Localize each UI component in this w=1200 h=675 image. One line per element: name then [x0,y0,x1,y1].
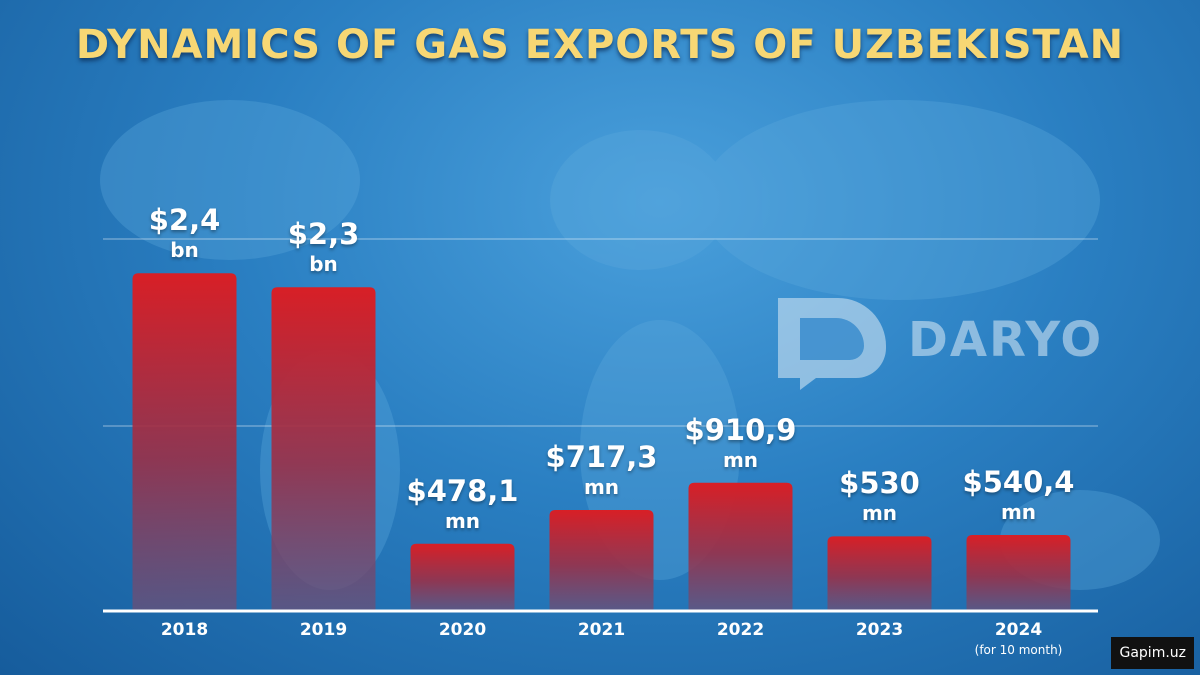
value-label: $540,4 mn [962,464,1075,524]
watermark: Gapim.uz [1111,637,1194,669]
x-tick-label: 2021 [577,620,626,640]
bar [410,543,515,611]
chart-title: DYNAMICS OF GAS EXPORTS OF UZBEKISTAN [75,22,1125,68]
value-label: $530 mn [839,466,920,526]
brand: DARYO [908,312,1104,368]
value-label: $478,1 mn [406,473,519,533]
value-label: $2,3 bn [287,217,360,277]
value-label: $910,9 mn [684,412,797,472]
x-tick-label: 2019 [299,620,348,640]
bar [966,534,1071,611]
bar [549,510,654,611]
value-label: $717,3 mn [545,440,658,500]
logo-icon-inner [800,318,864,360]
x-tick-label: 2020 [438,620,487,640]
bar [827,536,932,611]
x-tick-label: 2023 [855,620,904,640]
x-note: (for 10 month) [974,643,1063,657]
x-tick-label: 2022 [716,620,765,640]
x-tick-label: 2024 [994,620,1043,640]
value-label: $2,4 bn [148,203,221,263]
bar [688,482,793,611]
bar [132,273,237,611]
x-tick-label: 2018 [160,620,209,640]
bar [271,287,376,611]
